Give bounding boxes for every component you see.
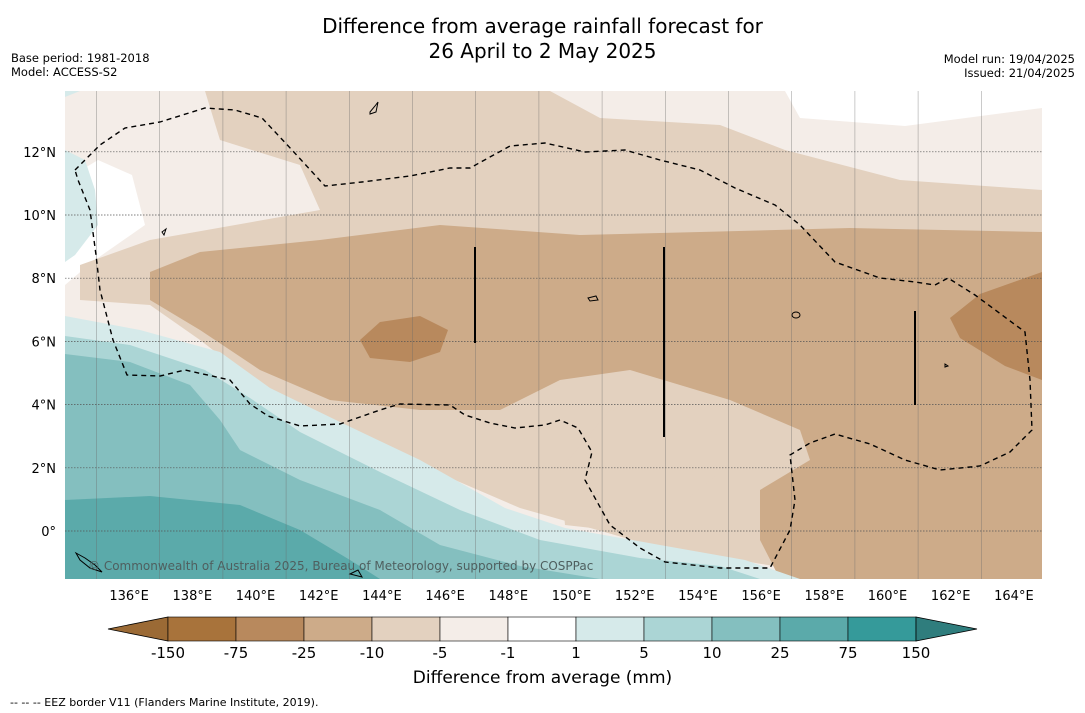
colorbar-tick-label: -25 [292, 644, 317, 662]
model-name: Model: ACCESS-S2 [11, 65, 118, 79]
colorbar-segment [235, 616, 305, 642]
lon-tick-label: 162°E [931, 589, 971, 604]
band-minus10-to-minus25 [150, 225, 1042, 579]
colorbar-segment [711, 616, 781, 642]
colorbar-tick-label: 1 [571, 644, 581, 662]
pocket-minus5-to-minus10 [560, 410, 725, 530]
blob-minus25-to-minus75-e [950, 272, 1042, 380]
lat-tick-label: 2°N [32, 462, 57, 477]
base-period: Base period: 1981-2018 [11, 51, 150, 65]
lon-tick-label: 158°E [805, 589, 845, 604]
meta-left: Base period: 1981-2018 Model: ACCESS-S2 [11, 51, 150, 79]
colorbar-segment [167, 616, 237, 642]
colorbar-tick-label: 5 [639, 644, 649, 662]
colorbar-tick-label: 75 [838, 644, 857, 662]
latitude-labels: 12°N 10°N 8°N 6°N 4°N 2°N 0° [23, 146, 56, 540]
issued-date: Issued: 21/04/2025 [964, 66, 1075, 80]
longitude-labels: 136°E 138°E 140°E 142°E 144°E 146°E 148°E 150°E… [109, 589, 1033, 604]
colorbar-tick-label: -5 [433, 644, 448, 662]
colorbar-extend-high [915, 616, 978, 642]
eez-footnote: -- -- -- EEZ border V11 (Flanders Marine… [10, 696, 319, 709]
colorbar-segment [371, 616, 441, 642]
lon-tick-label: 160°E [868, 589, 908, 604]
lat-tick-label: 10°N [23, 209, 56, 224]
colorbar-segment [575, 616, 645, 642]
band-plus25-to-plus75 [65, 496, 380, 579]
patch-plus1-to-plus5-corner [65, 91, 80, 97]
colorbar-segment [779, 616, 849, 642]
colorbar-title: Difference from average (mm) [412, 668, 673, 688]
lat-tick-label: 6°N [32, 335, 57, 350]
colorbar-tick-label: 25 [770, 644, 789, 662]
rainfall-field [65, 91, 1042, 579]
colorbar-tick-label: -1 [501, 644, 516, 662]
colorbar-segment [439, 616, 509, 642]
lon-tick-label: 150°E [552, 589, 592, 604]
colorbar-tick-label: -10 [360, 644, 385, 662]
lat-tick-label: 12°N [23, 146, 56, 161]
lon-tick-label: 144°E [362, 589, 402, 604]
map-title: Difference from average rainfall forecas… [0, 14, 1085, 64]
lat-tick-label: 0° [41, 525, 56, 540]
title-line-2: 26 April to 2 May 2025 [428, 39, 657, 63]
colorbar-tick-label: 150 [902, 644, 931, 662]
model-run: Model run: 19/04/2025 [943, 52, 1075, 66]
band-near-zero-ne [785, 91, 1042, 126]
lat-tick-label: 8°N [32, 272, 57, 287]
meta-right: Model run: 19/04/2025 Issued: 21/04/2025 [944, 52, 1075, 80]
colorbar-tick-label: -75 [224, 644, 249, 662]
colorbar: -150 -75 -25 -10 -5 -1 1 5 10 25 75 150 [107, 616, 978, 662]
blob-minus25-to-minus75-w [360, 316, 448, 362]
colorbar-tick-label: -150 [151, 644, 185, 662]
colorbar-segment [507, 616, 577, 642]
lon-tick-label: 136°E [109, 589, 149, 604]
colorbar-segment [303, 616, 373, 642]
patch-plus1-to-plus5-nw [65, 150, 98, 262]
lon-tick-label: 156°E [741, 589, 781, 604]
copyright-text: © Commonwealth of Australia 2025, Bureau… [88, 559, 593, 573]
colorbar-extend-low [107, 616, 169, 642]
title-line-1: Difference from average rainfall forecas… [322, 14, 763, 38]
colorbar-tick-label: 10 [702, 644, 721, 662]
colorbar-segment [847, 616, 917, 642]
lon-tick-label: 164°E [994, 589, 1034, 604]
lon-tick-label: 140°E [236, 589, 276, 604]
lon-tick-label: 142°E [299, 589, 339, 604]
lon-tick-label: 154°E [678, 589, 718, 604]
eez-border [74, 107, 1033, 569]
lon-tick-label: 138°E [173, 589, 213, 604]
lon-tick-label: 148°E [489, 589, 529, 604]
lon-tick-label: 152°E [615, 589, 655, 604]
lat-tick-label: 4°N [32, 399, 57, 414]
colorbar-segment [643, 616, 713, 642]
lon-tick-label: 146°E [425, 589, 465, 604]
islands [74, 101, 950, 578]
